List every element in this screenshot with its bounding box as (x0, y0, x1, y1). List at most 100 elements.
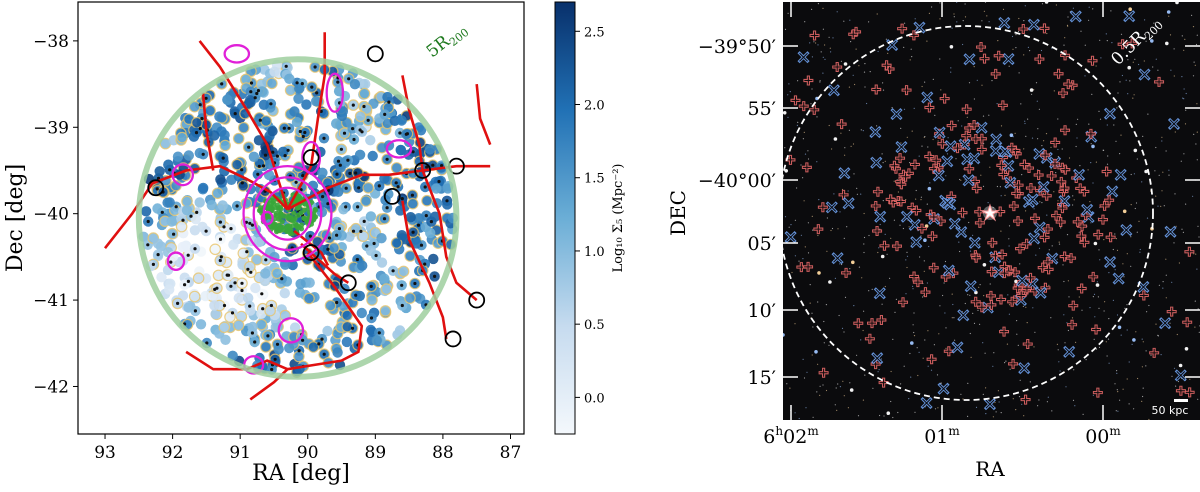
star (1116, 389, 1118, 391)
star (984, 352, 986, 354)
star (846, 226, 848, 228)
star (923, 260, 925, 262)
member-dot (295, 81, 299, 85)
red-cross-inner (917, 224, 926, 233)
star (1038, 247, 1041, 249)
star (1192, 75, 1195, 77)
red-cross-inner (971, 177, 980, 186)
star (1157, 69, 1159, 71)
star (926, 203, 928, 205)
star (950, 71, 952, 73)
star (858, 65, 860, 67)
member-dot (263, 153, 268, 157)
star (1148, 418, 1150, 420)
galaxy-point (177, 290, 189, 301)
star (1072, 195, 1074, 197)
star (961, 125, 963, 127)
galaxy-point (349, 79, 361, 90)
galaxy-point (164, 284, 175, 295)
star (1038, 108, 1040, 110)
star (1194, 64, 1196, 66)
star (822, 56, 824, 58)
star (905, 259, 907, 261)
point-ring (404, 250, 416, 262)
point-ring (266, 77, 278, 90)
point-ring (366, 294, 378, 306)
core-member (312, 206, 318, 213)
star (951, 27, 953, 29)
star (862, 399, 865, 401)
star (1042, 192, 1044, 195)
density-contour (223, 44, 251, 64)
member-dot (351, 103, 355, 107)
star (828, 124, 830, 127)
point-ring (188, 100, 201, 113)
red-cross-inner (833, 63, 842, 72)
star (1014, 132, 1016, 134)
group-marker (302, 244, 320, 261)
colorbar-tick-label: 1.5 (584, 172, 605, 187)
member-dot (266, 334, 270, 338)
star (922, 357, 924, 359)
red-cross-inner (877, 316, 886, 325)
star (982, 393, 984, 395)
red-cross-inner (1118, 40, 1127, 49)
star (906, 136, 908, 138)
point-ring (214, 254, 227, 267)
galaxy-point (303, 293, 315, 304)
member-dot (326, 202, 330, 206)
member-dot (261, 164, 266, 168)
star (917, 374, 919, 377)
star (964, 302, 966, 305)
star (1127, 59, 1129, 61)
galaxy-point (331, 118, 342, 129)
star (968, 82, 971, 84)
star (992, 365, 994, 367)
star (854, 83, 856, 86)
point-ring (231, 158, 243, 171)
red-cross-inner (910, 272, 919, 281)
star (1051, 410, 1053, 412)
star (959, 250, 961, 253)
galaxy-point (247, 321, 258, 333)
star (851, 260, 855, 265)
blue-x-inner (1169, 119, 1179, 129)
galaxy-point (160, 138, 171, 149)
red-cross-inner (991, 69, 1000, 78)
point-ring (341, 309, 353, 322)
star (1178, 363, 1183, 368)
star (1141, 366, 1143, 368)
star (981, 84, 983, 86)
red-cross-inner (802, 163, 811, 172)
filament (401, 75, 424, 171)
star (833, 137, 838, 141)
star (1026, 322, 1028, 324)
star (1165, 258, 1167, 260)
left-y-axis-label: Dec [deg] (3, 164, 28, 272)
member-dot (369, 284, 373, 288)
red-cross-inner (810, 105, 819, 114)
star (1057, 349, 1059, 351)
member-dot (344, 205, 348, 209)
right-y-tick-label: −40°00′ (698, 170, 776, 192)
star (964, 179, 966, 181)
star (1041, 202, 1043, 204)
star (1098, 249, 1100, 251)
member-dot (156, 176, 161, 180)
galaxy-point (358, 231, 369, 242)
member-dot (445, 199, 449, 203)
star (1114, 383, 1116, 385)
star (783, 111, 787, 115)
group-marker (366, 45, 384, 63)
red-cross-inner (1009, 359, 1018, 368)
star (1050, 168, 1052, 170)
member-dot (233, 281, 237, 285)
star (787, 116, 789, 118)
blue-x-inner (942, 156, 952, 166)
point-ring (305, 81, 318, 93)
star (1103, 310, 1105, 312)
star (969, 294, 971, 296)
galaxy-point (200, 290, 211, 302)
star (1065, 386, 1067, 388)
